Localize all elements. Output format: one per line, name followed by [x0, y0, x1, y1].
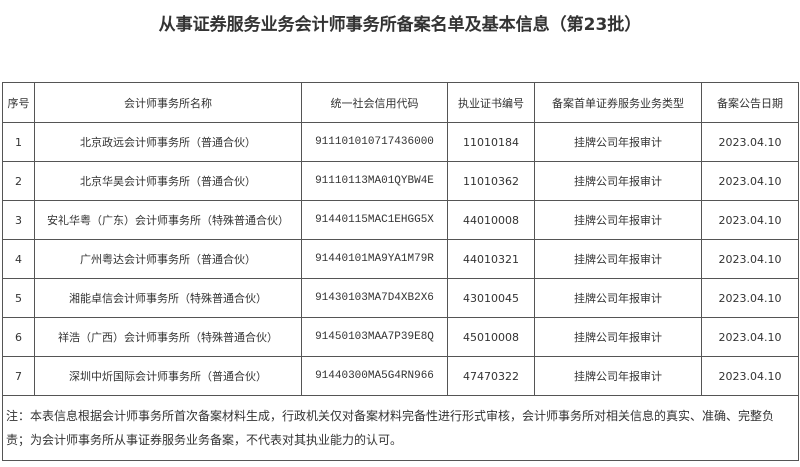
cell-index: 6: [2, 317, 35, 357]
cell-credit-code: 91440300MA5G4RN966: [301, 356, 448, 396]
cell-announce-date: 2023.04.10: [701, 161, 799, 201]
table-row: 1 北京政远会计师事务所（普通合伙） 911101010717436000 11010…: [2, 122, 799, 162]
table-note: 注：本表信息根据会计师事务所首次备案材料生成，行政机关仅对备案材料完备性进行形式…: [2, 395, 799, 461]
table-row: 3 安礼华粤（广东）会计师事务所（特殊普通合伙） 91440115MAC1EHGG5…: [2, 200, 799, 240]
cell-announce-date: 2023.04.10: [701, 122, 799, 162]
cell-index: 3: [2, 200, 35, 240]
cell-firm-name: 广州粤达会计师事务所（普通合伙）: [34, 239, 302, 279]
table-row: 4 广州粤达会计师事务所（普通合伙） 91440101MA9YA1M79R 44010…: [2, 239, 799, 279]
cell-credit-code: 91450103MAA7P39E8Q: [301, 317, 448, 357]
table-header-row: 序号 会计师事务所名称 统一社会信用代码 执业证书编号 备案首单证券服务业务类型 备案公告…: [2, 82, 799, 123]
cell-announce-date: 2023.04.10: [701, 278, 799, 318]
cell-service-type: 挂牌公司年报审计: [534, 278, 702, 318]
table-row: 7 深圳中炘国际会计师事务所（普通合伙） 91440300MA5G4RN966 474…: [2, 356, 799, 396]
cell-service-type: 挂牌公司年报审计: [534, 317, 702, 357]
cell-firm-name: 湘能卓信会计师事务所（特殊普通合伙）: [34, 278, 302, 318]
cell-credit-code: 91440115MAC1EHGG5X: [301, 200, 448, 240]
cell-index: 5: [2, 278, 35, 318]
cell-announce-date: 2023.04.10: [701, 317, 799, 357]
cell-service-type: 挂牌公司年报审计: [534, 122, 702, 162]
cell-announce-date: 2023.04.10: [701, 200, 799, 240]
cell-service-type: 挂牌公司年报审计: [534, 200, 702, 240]
header-license-number: 执业证书编号: [447, 82, 535, 123]
cell-announce-date: 2023.04.10: [701, 239, 799, 279]
cell-credit-code: 91440101MA9YA1M79R: [301, 239, 448, 279]
page-title: 从事证券服务业务会计师事务所备案名单及基本信息（第23批）: [158, 15, 642, 35]
table-row: 5 湘能卓信会计师事务所（特殊普通合伙） 91430103MA7D4XB2X6 430…: [2, 278, 799, 318]
cell-credit-code: 91430103MA7D4XB2X6: [301, 278, 448, 318]
cell-credit-code: 91110113MA01QYBW4E: [301, 161, 448, 201]
cell-index: 2: [2, 161, 35, 201]
cell-index: 4: [2, 239, 35, 279]
cell-credit-code: 911101010717436000: [301, 122, 448, 162]
cell-firm-name: 安礼华粤（广东）会计师事务所（特殊普通合伙）: [34, 200, 302, 240]
table-row: 2 北京华昊会计师事务所（普通合伙） 91110113MA01QYBW4E 11010…: [2, 161, 799, 201]
cell-service-type: 挂牌公司年报审计: [534, 161, 702, 201]
cell-service-type: 挂牌公司年报审计: [534, 356, 702, 396]
cell-license-number: 45010008: [447, 317, 535, 357]
cell-license-number: 43010045: [447, 278, 535, 318]
cell-license-number: 11010184: [447, 122, 535, 162]
cell-firm-name: 深圳中炘国际会计师事务所（普通合伙）: [34, 356, 302, 396]
cell-index: 7: [2, 356, 35, 396]
note-row: 注：本表信息根据会计师事务所首次备案材料生成，行政机关仅对备案材料完备性进行形式…: [2, 395, 799, 461]
cell-firm-name: 祥浩（广西）会计师事务所（特殊普通合伙）: [34, 317, 302, 357]
cell-index: 1: [2, 122, 35, 162]
cell-license-number: 44010321: [447, 239, 535, 279]
header-firm-name: 会计师事务所名称: [34, 82, 302, 123]
header-credit-code: 统一社会信用代码: [301, 82, 448, 123]
cell-firm-name: 北京政远会计师事务所（普通合伙）: [34, 122, 302, 162]
registry-table: 序号 会计师事务所名称 统一社会信用代码 执业证书编号 备案首单证券服务业务类型 备案公告…: [2, 82, 799, 461]
cell-license-number: 11010362: [447, 161, 535, 201]
cell-firm-name: 北京华昊会计师事务所（普通合伙）: [34, 161, 302, 201]
table-row: 6 祥浩（广西）会计师事务所（特殊普通合伙） 91450103MAA7P39E8Q 4…: [2, 317, 799, 357]
header-index: 序号: [2, 82, 35, 123]
header-announce-date: 备案公告日期: [701, 82, 799, 123]
cell-license-number: 44010008: [447, 200, 535, 240]
cell-license-number: 47470322: [447, 356, 535, 396]
cell-service-type: 挂牌公司年报审计: [534, 239, 702, 279]
cell-announce-date: 2023.04.10: [701, 356, 799, 396]
header-service-type: 备案首单证券服务业务类型: [534, 82, 702, 123]
